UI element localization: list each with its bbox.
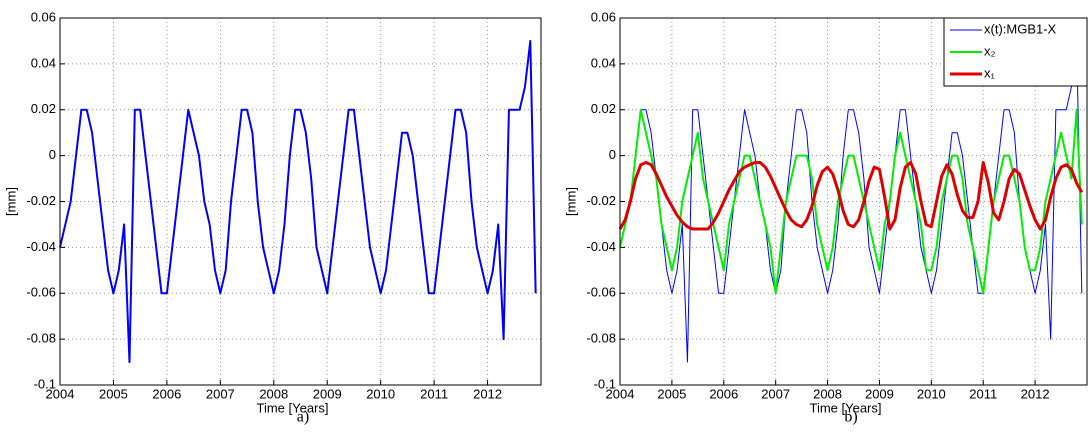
y-axis-label: [mm]	[3, 187, 18, 216]
caption: b)	[844, 409, 857, 426]
y-axis-label: [mm]	[563, 187, 578, 216]
x-tick-label: 2007	[761, 386, 790, 401]
subplot: -0.1 -0.08 -0.06 -0.04 -0.02 0 0.02 0.04 0.06 200…	[3, 9, 542, 426]
y-tick-label: 0	[49, 147, 56, 162]
legend-label: x₁	[984, 65, 996, 80]
x-tick-label: 2010	[917, 386, 946, 401]
data-line	[59, 39, 537, 364]
x-axis-label: Time [Years]	[256, 400, 328, 415]
y-tick-label: -0.02	[26, 193, 56, 208]
axes-frame	[619, 17, 1088, 386]
y-tick-label: 0.06	[31, 9, 56, 24]
x-tick-label: 2007	[206, 386, 235, 401]
x-tick-label: 2008	[259, 386, 288, 401]
x-tick-label: 2009	[865, 386, 894, 401]
legend-label: x(t):MGB1-X	[984, 21, 1057, 36]
legend-label: x₂	[984, 43, 996, 58]
y-tick-label: 0.04	[31, 55, 56, 70]
y-tick-label: -0.06	[586, 285, 616, 300]
y-tick-label: -0.1	[594, 376, 616, 391]
x-tick-label: 2005	[99, 386, 128, 401]
y-tick-label: 0.06	[591, 9, 616, 24]
caption: a)	[297, 409, 309, 426]
data-line	[618, 161, 1084, 231]
y-tick-label: -0.08	[26, 331, 56, 346]
y-tick-label: -0.04	[26, 239, 56, 254]
x-tick-label: 2008	[813, 386, 842, 401]
y-tick-label: -0.08	[586, 331, 616, 346]
x-tick-label: 2009	[313, 386, 342, 401]
x-tick-label: 2010	[366, 386, 395, 401]
x-tick-label: 2011	[969, 386, 997, 401]
y-tick-label: -0.1	[34, 376, 56, 391]
y-tick-label: -0.04	[586, 239, 616, 254]
x-tick-label: 2012	[1021, 386, 1050, 401]
x-axis-label: Time [Years]	[809, 400, 881, 415]
x-tick-label: 2006	[709, 386, 738, 401]
x-tick-label: 2004	[606, 386, 635, 401]
y-tick-label: 0.04	[591, 55, 616, 70]
axes-frame	[59, 17, 542, 386]
x-tick-label: 2006	[152, 386, 181, 401]
x-tick-label: 2012	[473, 386, 502, 401]
y-tick-label: -0.02	[586, 193, 616, 208]
y-tick-label: 0	[609, 147, 616, 162]
x-tick-label: 2004	[46, 386, 75, 401]
x-tick-label: 2005	[657, 386, 686, 401]
x-tick-label: 2011	[420, 386, 448, 401]
subplot: -0.1 -0.08 -0.06 -0.04 -0.02 0 0.02 0.04 0.06 200…	[563, 9, 1088, 426]
legend: x(t):MGB1-X x₂ x₁	[943, 17, 1088, 87]
y-tick-label: 0.02	[31, 101, 56, 116]
data-line	[619, 108, 1083, 295]
data-line	[619, 40, 1083, 363]
y-tick-label: 0.02	[591, 101, 616, 116]
y-tick-label: -0.06	[26, 285, 56, 300]
